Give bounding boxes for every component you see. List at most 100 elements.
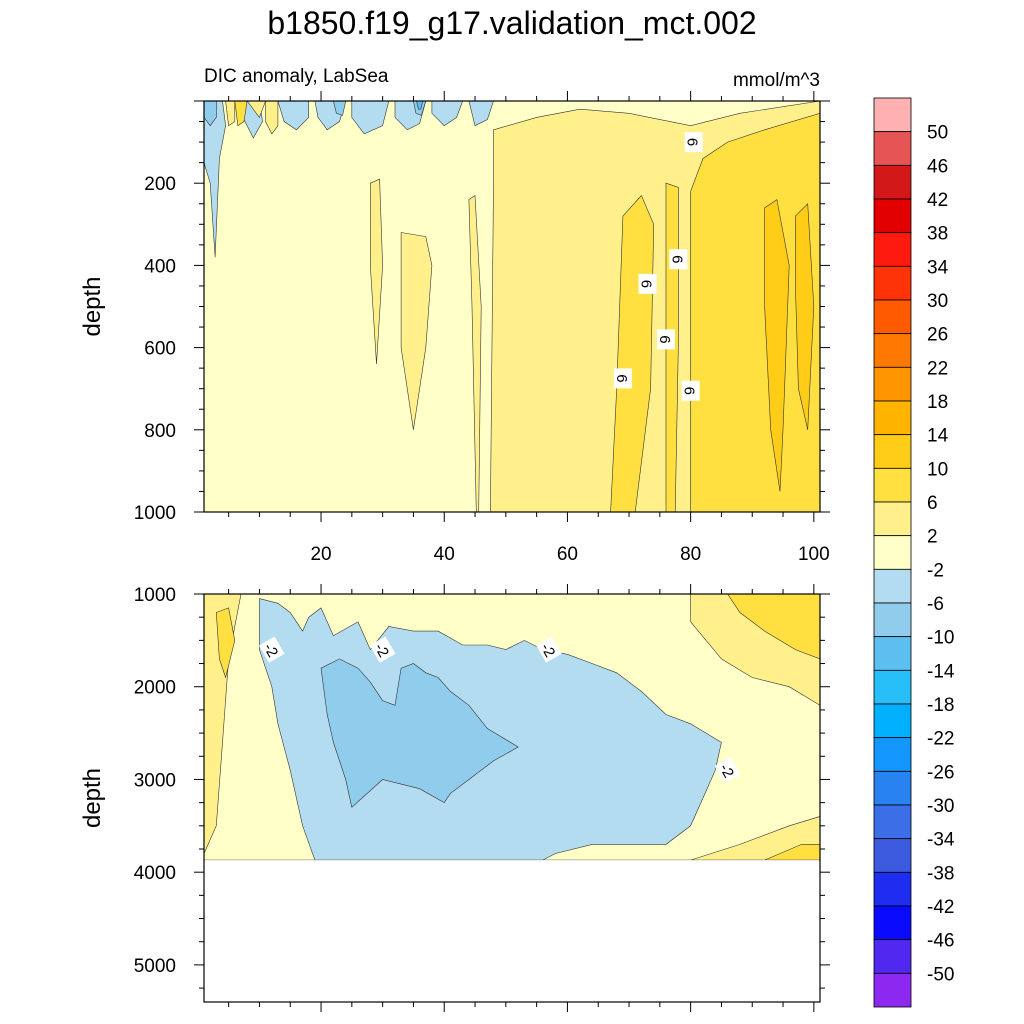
colorbar-level-label: 26 [927, 325, 948, 346]
colorbar-level-label: -42 [927, 897, 954, 918]
region-10-to-14 [764, 199, 790, 492]
colorbar-level-label: 18 [927, 392, 948, 413]
y-tick-label: 3000 [134, 770, 176, 791]
x-tick-label: 20 [310, 544, 331, 565]
colorbar-swatch [873, 939, 912, 974]
y-tick-label: 1000 [134, 585, 176, 606]
region-6-to-10 [727, 594, 820, 660]
colorbar-swatch [873, 838, 912, 873]
region-strip [468, 194, 482, 512]
region-6-to-10 [234, 101, 248, 127]
svg-text:6: 6 [656, 335, 673, 343]
colorbar-swatch [873, 400, 912, 436]
contour-label: -2 [714, 757, 741, 784]
colorbar-level-label: -22 [927, 729, 954, 750]
colorbar-level-label: -38 [927, 863, 954, 884]
region-neg-2-to-6 [204, 101, 226, 258]
colorbar-swatch [873, 467, 912, 503]
colorbar-swatch [873, 299, 912, 335]
colorbar-level-label: -6 [927, 594, 944, 615]
colorbar-level-label: 34 [927, 257, 949, 278]
contour-label: -2 [369, 636, 396, 663]
colorbar-level-label: -2 [927, 560, 944, 581]
region-strip [400, 232, 433, 430]
colorbar-swatch [873, 703, 912, 739]
colorbar-level-label: 14 [927, 426, 949, 447]
colorbar-level-label: -10 [927, 628, 954, 649]
contour-label: -2 [536, 636, 562, 663]
colorbar-swatch [873, 232, 912, 267]
colorbar-level-label: 30 [927, 291, 948, 312]
x-tick-label: 40 [434, 544, 455, 565]
colorbar-level-label: -30 [927, 796, 954, 817]
region-neg-6-to-10 [204, 101, 217, 127]
region-2-to-6 [204, 594, 242, 854]
svg-text:6: 6 [684, 138, 701, 146]
colorbar-swatch [873, 636, 912, 671]
contour-label: -2 [258, 636, 285, 663]
region-6-to-10 [690, 112, 820, 512]
colorbar-level-label: -50 [927, 964, 954, 985]
colorbar-level-label: 10 [927, 459, 948, 480]
colorbar-swatch [873, 737, 912, 772]
colorbar: 50 46 42 38 34 30 26 22 18 14 10 6 2 -2 -6 -10 -14 -18 -22… [873, 97, 955, 1008]
region-2-to-6 [265, 101, 279, 135]
colorbar-swatch [873, 434, 912, 469]
colorbar-swatch [873, 669, 912, 705]
panel-units: mmol/m^3 [733, 70, 820, 91]
y-tick-label: 800 [144, 421, 176, 442]
colorbar-swatch [873, 602, 912, 638]
region-neg-2-to-6 [468, 101, 494, 127]
y-tick-label: 4000 [134, 863, 176, 884]
colorbar-level-label: 38 [927, 224, 948, 245]
y-axis-label: depth [79, 276, 106, 336]
colorbar-level-label: -34 [927, 830, 955, 851]
colorbar-swatch [873, 972, 912, 1008]
y-tick-label: 200 [144, 174, 176, 195]
region-2-to-6 [246, 101, 266, 119]
region-strip [370, 178, 383, 365]
contour-label: 6 [684, 132, 703, 153]
contour-label: 6 [668, 249, 688, 270]
colorbar-level-label: -14 [927, 661, 955, 682]
colorbar-swatch [873, 568, 912, 604]
colorbar-swatch [873, 265, 912, 301]
colorbar-level-label: 6 [927, 493, 938, 514]
region-neg-6-to-10 [320, 658, 519, 808]
y-tick-label: 600 [144, 339, 176, 360]
colorbar-level-label: -26 [927, 762, 954, 783]
upper-contour-panel: 20 40 60 80 100 200 400 600 800 1000 depth 6 6 6 6 6 6 [79, 91, 830, 565]
colorbar-level-label: 46 [927, 156, 948, 177]
colorbar-level-label: -46 [927, 931, 954, 952]
colorbar-swatch [873, 871, 912, 907]
y-axis-label: depth [79, 768, 106, 828]
colorbar-swatch [873, 770, 912, 806]
region-neg-2-to-6 [351, 101, 390, 135]
colorbar-swatch [873, 97, 912, 133]
region-neg-2-to-6 [431, 101, 464, 127]
region-10-to-14 [795, 203, 815, 430]
figure-title: b1850.f19_g17.validation_mct.002 [267, 5, 756, 41]
svg-text:6: 6 [668, 255, 685, 263]
region-neg-6-to-10 [333, 101, 347, 116]
colorbar-swatch [873, 333, 912, 368]
region-6-to-10 [215, 607, 236, 679]
missing-data-area [205, 860, 819, 1001]
colorbar-level-label: 22 [927, 358, 948, 379]
y-tick-label: 2000 [134, 678, 176, 699]
region-6-to-10 [764, 844, 820, 861]
region-neg-2-to-6 [277, 101, 309, 131]
region-neg-10-to-14 [416, 101, 424, 110]
svg-text:6: 6 [638, 280, 655, 288]
lower-contour-panel: 1000 2000 3000 4000 5000 depth -2 -2 -2 -2 [79, 584, 830, 1012]
contour-label: 6 [656, 329, 675, 350]
colorbar-swatch [873, 366, 912, 402]
region-neg-2-to-6 [259, 598, 722, 861]
colorbar-swatch [873, 164, 912, 200]
y-tick-label: 5000 [134, 956, 176, 977]
contour-label: 6 [681, 380, 700, 401]
plot-frame [203, 593, 821, 1003]
region-2-to-6 [225, 101, 236, 127]
colorbar-swatch [873, 501, 912, 537]
